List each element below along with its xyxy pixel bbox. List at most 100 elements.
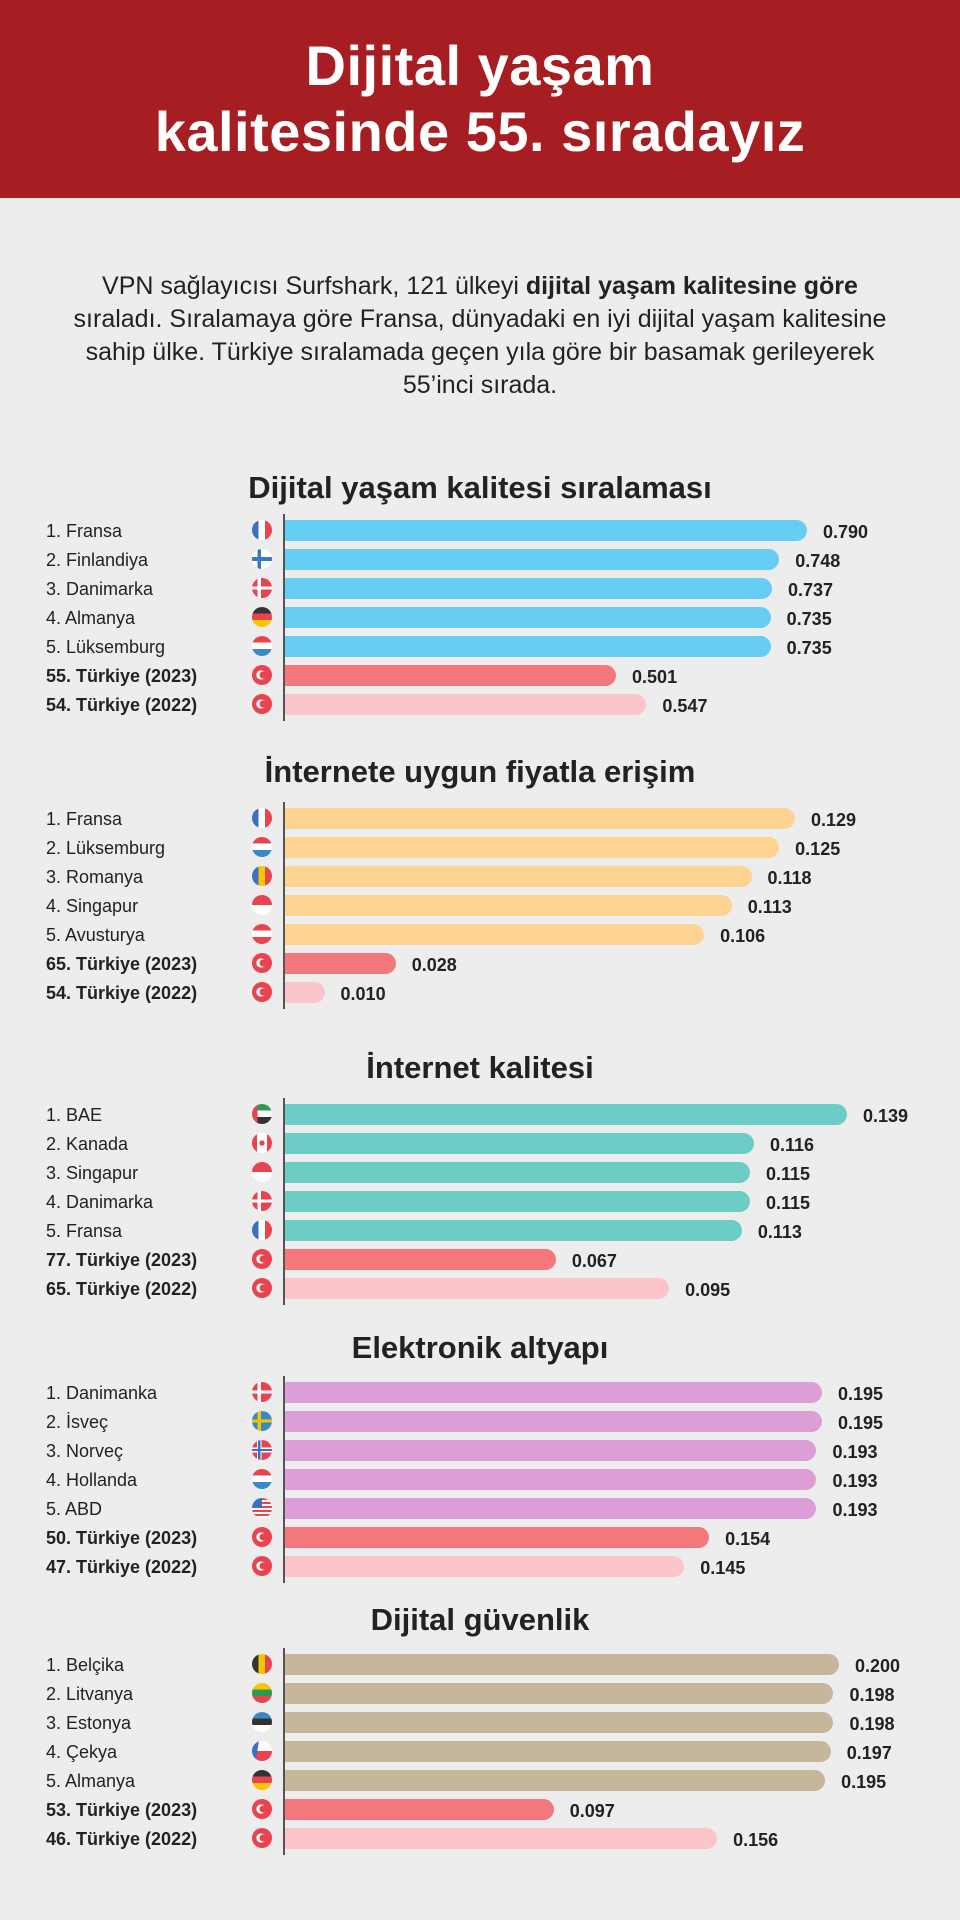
category-label: 3. Norveç xyxy=(46,1441,124,1461)
bar xyxy=(285,837,780,858)
category-label: 4. Danimarka xyxy=(46,1192,154,1212)
flag-dk-icon xyxy=(252,1382,272,1402)
bar xyxy=(285,953,396,974)
flag-tr-icon xyxy=(252,982,272,1002)
chart-row: 50. Türkiye (2023) 0.154 xyxy=(0,1525,960,1549)
chart-axis-line xyxy=(283,1098,285,1305)
chart-row: 5. Avusturya 0.106 xyxy=(0,922,960,946)
bar xyxy=(285,1162,750,1183)
value-label: 0.129 xyxy=(811,810,857,830)
category-label: 50. Türkiye (2023) xyxy=(46,1528,198,1548)
bar xyxy=(285,866,752,887)
chart-row: 2. Kanada 0.116 xyxy=(0,1131,960,1155)
chart-row: 3. Singapur 0.115 xyxy=(0,1160,960,1184)
chart-row: 1. Belçika 0.200 xyxy=(0,1652,960,1676)
bar xyxy=(285,549,780,570)
flag-at-icon xyxy=(252,924,272,944)
flag-de-icon xyxy=(252,1770,272,1790)
flag-sg-icon xyxy=(252,895,272,915)
chart-row: 5. Fransa 0.113 xyxy=(0,1218,960,1242)
flag-ca-icon xyxy=(252,1133,272,1153)
flag-dk-icon xyxy=(252,578,272,598)
bar xyxy=(285,1683,834,1704)
bar xyxy=(285,895,732,916)
category-label: 54. Türkiye (2022) xyxy=(46,983,198,1003)
chart-axis-line xyxy=(283,1648,285,1855)
flag-dk-icon xyxy=(252,1191,272,1211)
bar xyxy=(285,1278,670,1299)
chart-row: 3. Estonya 0.198 xyxy=(0,1710,960,1734)
value-label: 0.118 xyxy=(767,868,812,888)
flag-se-icon xyxy=(252,1411,272,1431)
chart-row: 3. Norveç 0.193 xyxy=(0,1438,960,1462)
value-label: 0.735 xyxy=(786,638,832,658)
category-label: 55. Türkiye (2023) xyxy=(46,666,198,686)
category-label: 2. İsveç xyxy=(46,1412,109,1432)
bar xyxy=(285,1104,847,1125)
value-label: 0.193 xyxy=(832,1471,878,1491)
chart-row: 46. Türkiye (2022) 0.156 xyxy=(0,1826,960,1850)
category-label: 65. Türkiye (2023) xyxy=(46,954,198,974)
bar xyxy=(285,1654,839,1675)
category-label: 1. BAE xyxy=(46,1105,103,1125)
bar xyxy=(285,1469,817,1490)
category-label: 53. Türkiye (2023) xyxy=(46,1800,198,1820)
value-label: 0.095 xyxy=(685,1280,731,1300)
chart-row: 1. Fransa 0.129 xyxy=(0,806,960,830)
bar xyxy=(285,520,807,541)
value-label: 0.154 xyxy=(725,1529,771,1549)
chart-row: 3. Danimarka 0.737 xyxy=(0,576,960,600)
chart-row: 65. Türkiye (2022) 0.095 xyxy=(0,1276,960,1300)
chart-row: 5. ABD 0.193 xyxy=(0,1496,960,1520)
bar xyxy=(285,1741,831,1762)
chart-title: İnternete uygun fiyatla erişim xyxy=(264,754,696,789)
chart-title: Dijital güvenlik xyxy=(370,1602,590,1637)
bar xyxy=(285,1191,750,1212)
value-label: 0.501 xyxy=(632,667,678,687)
category-label: 5. Avusturya xyxy=(46,925,145,945)
category-label: 1. Danimanka xyxy=(46,1383,158,1403)
bar xyxy=(285,1249,556,1270)
category-label: 77. Türkiye (2023) xyxy=(46,1250,198,1270)
flag-us-icon xyxy=(252,1498,272,1518)
intro-paragraph: VPN sağlayıcısı Surfshark, 121 ülkeyi di… xyxy=(60,270,900,402)
intro-bold: dijital yaşam kalitesine göre xyxy=(525,272,858,300)
flag-be-icon xyxy=(252,1654,272,1674)
chart-row: 1. Fransa 0.790 xyxy=(0,518,960,542)
intro-text-2: sıraladı. Sıralamaya göre Fransa, dünyad… xyxy=(73,305,887,399)
chart-row: 4. Almanya 0.735 xyxy=(0,605,960,629)
flag-nl-icon xyxy=(252,636,272,656)
category-label: 65. Türkiye (2022) xyxy=(46,1279,198,1299)
chart-row: 65. Türkiye (2023) 0.028 xyxy=(0,951,960,975)
bar xyxy=(285,1556,685,1577)
category-label: 54. Türkiye (2022) xyxy=(46,695,198,715)
value-label: 0.200 xyxy=(855,1656,901,1676)
chart-row: 2. İsveç 0.195 xyxy=(0,1409,960,1433)
flag-tr-icon xyxy=(252,1249,272,1269)
value-label: 0.195 xyxy=(841,1772,887,1792)
value-label: 0.547 xyxy=(662,696,708,716)
category-label: 46. Türkiye (2022) xyxy=(46,1829,198,1849)
bar xyxy=(285,1440,817,1461)
category-label: 5. Almanya xyxy=(46,1771,136,1791)
flag-cz-icon xyxy=(252,1741,272,1761)
chart-row: 53. Türkiye (2023) 0.097 xyxy=(0,1797,960,1821)
flag-fi-icon xyxy=(252,549,272,569)
chart-title: Dijital yaşam kalitesi sıralaması xyxy=(248,470,712,505)
flag-ae-icon xyxy=(252,1104,272,1124)
value-label: 0.010 xyxy=(340,984,386,1004)
bar xyxy=(285,607,771,628)
category-label: 1. Fransa xyxy=(46,521,123,541)
flag-ee-icon xyxy=(252,1712,272,1732)
category-label: 4. Hollanda xyxy=(46,1470,138,1490)
chart-row: 4. Çekya 0.197 xyxy=(0,1739,960,1763)
flag-nl-icon xyxy=(252,1469,272,1489)
chart-row: 5. Almanya 0.195 xyxy=(0,1768,960,1792)
value-label: 0.193 xyxy=(832,1500,878,1520)
value-label: 0.106 xyxy=(720,926,766,946)
category-label: 5. Fransa xyxy=(46,1221,123,1241)
value-label: 0.116 xyxy=(770,1135,815,1155)
chart-row: 3. Romanya 0.118 xyxy=(0,864,960,888)
bar xyxy=(285,1799,554,1820)
category-label: 3. Romanya xyxy=(46,867,144,887)
